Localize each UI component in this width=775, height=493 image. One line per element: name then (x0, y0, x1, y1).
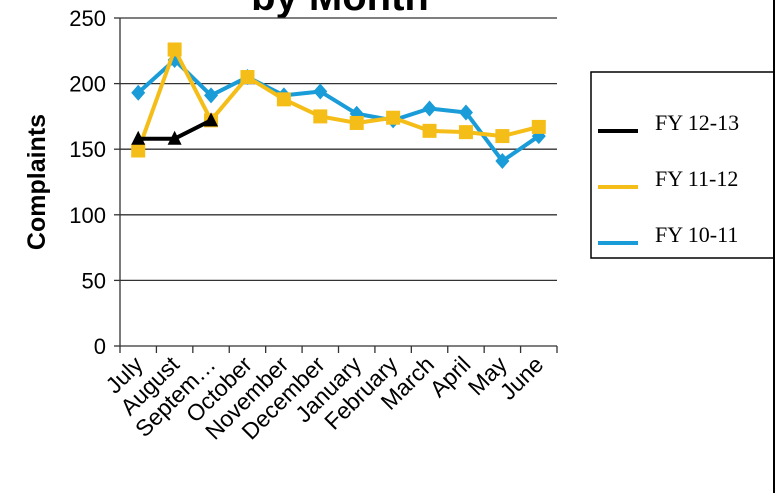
data-point-marker (167, 42, 182, 57)
data-point-marker (495, 129, 510, 144)
series-line (136, 57, 540, 164)
y-tick-label: 0 (94, 334, 106, 359)
data-point-marker (531, 119, 546, 134)
y-tick-label: 150 (69, 137, 106, 162)
series-group (131, 112, 219, 145)
legend-label: FY 11-12 (655, 166, 738, 191)
axes (114, 17, 558, 353)
data-point-marker (131, 84, 146, 101)
chart-title-text: by Month (251, 0, 429, 19)
series-layer (131, 42, 546, 170)
data-point-marker (422, 100, 437, 117)
chart-title: by Month (251, 0, 429, 19)
y-axis-label: Complaints (23, 114, 51, 250)
x-tick-label: June (495, 351, 549, 405)
series-group (131, 42, 546, 158)
data-point-marker (167, 130, 182, 145)
data-point-marker (276, 92, 291, 107)
y-tick-label: 100 (69, 203, 106, 228)
y-axis-ticks: 0 50 100 150 200 250 (69, 6, 106, 359)
x-axis-ticks: JulyAugustSeptem…OctoberNovemberDecember… (100, 351, 548, 445)
y-tick-label: 50 (82, 268, 106, 293)
frame-border (773, 0, 775, 493)
legend-label: FY 12-13 (655, 110, 739, 135)
data-point-marker (131, 143, 146, 158)
data-point-marker (458, 125, 473, 140)
data-point-marker (240, 70, 255, 85)
data-point-marker (313, 109, 328, 124)
series-line (136, 47, 540, 152)
data-point-marker (495, 153, 510, 170)
y-tick-label: 250 (69, 6, 106, 31)
data-point-marker (458, 104, 473, 121)
legend-label: FY 10-11 (655, 222, 738, 247)
legend: FY 12-13 FY 11-12 FY 10-11 (590, 71, 775, 259)
data-point-marker (422, 123, 437, 138)
data-point-marker (313, 83, 328, 100)
series-group (131, 51, 546, 170)
legend-box (590, 71, 775, 259)
data-point-marker (386, 110, 401, 125)
data-point-marker (131, 130, 146, 145)
y-tick-label: 200 (69, 72, 106, 97)
data-point-marker (204, 87, 219, 104)
data-point-marker (349, 115, 364, 130)
data-point-marker (204, 112, 219, 127)
